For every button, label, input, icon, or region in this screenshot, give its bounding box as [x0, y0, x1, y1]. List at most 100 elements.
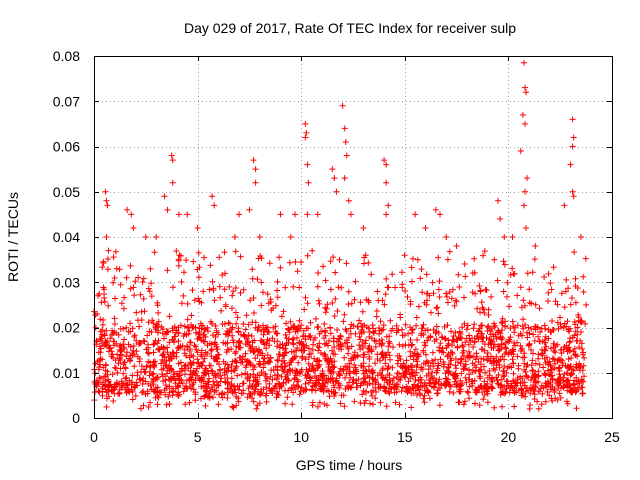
roti-point: [184, 211, 191, 218]
roti-point: [520, 59, 527, 66]
roti-point: [153, 234, 160, 240]
chart-title: Day 029 of 2017, Rate Of TEC Index for r…: [184, 20, 516, 36]
roti-point: [523, 89, 530, 96]
ticks-layer: [94, 56, 613, 419]
roti-point: [570, 134, 577, 141]
roti-point: [252, 179, 259, 186]
roti-point: [517, 148, 524, 155]
roti-point: [345, 197, 352, 204]
roti-point: [385, 202, 392, 209]
roti-point: [497, 215, 504, 222]
roti-points-cluster: [91, 247, 589, 412]
x-tick-label: 5: [194, 429, 202, 445]
roti-point: [567, 161, 574, 168]
grid-layer: [94, 56, 612, 418]
roti-point: [501, 234, 508, 240]
roti-point: [341, 175, 348, 182]
x-tick-label: 20: [501, 429, 517, 445]
x-tick-label: 10: [293, 429, 309, 445]
roti-point: [569, 143, 576, 150]
roti-point: [569, 116, 576, 123]
roti-point: [103, 197, 110, 204]
roti-point: [343, 152, 350, 159]
roti-point: [333, 188, 340, 195]
roti-point: [277, 211, 284, 218]
roti-point: [250, 157, 257, 164]
roti-point: [287, 234, 294, 240]
roti-point: [360, 224, 367, 231]
roti-point: [302, 134, 309, 141]
y-tick-label: 0.01: [53, 365, 80, 381]
roti-point: [383, 179, 390, 186]
roti-point: [124, 206, 131, 213]
roti-point: [383, 211, 390, 218]
y-tick-label: 0.08: [53, 48, 80, 64]
roti-point: [331, 175, 338, 182]
labels-layer: 0 5 10 15 20 25 0 0.01 0.02 0.03 0.04 0.05 0.06 0.07 0…: [53, 48, 620, 445]
roti-point: [341, 125, 348, 132]
roti-point: [583, 301, 590, 308]
y-tick-label: 0.07: [53, 93, 80, 109]
roti-point: [342, 138, 349, 145]
roti-point: [130, 224, 137, 231]
roti-point: [412, 211, 419, 218]
roti-point: [302, 120, 309, 127]
y-tick-label: 0.06: [53, 139, 80, 155]
roti-point: [169, 179, 176, 186]
roti-point: [128, 211, 135, 218]
roti-point: [231, 234, 238, 240]
x-tick-label: 0: [90, 429, 98, 445]
roti-point: [211, 202, 218, 209]
roti-point: [291, 211, 298, 218]
roti-point: [520, 202, 527, 209]
y-tick-label: 0: [72, 410, 80, 426]
x-tick-label: 15: [397, 429, 413, 445]
roti-point: [236, 211, 243, 218]
roti-point: [168, 152, 175, 159]
roti-point: [256, 234, 263, 240]
roti-point: [339, 102, 346, 109]
roti-point: [246, 206, 253, 213]
roti-point: [347, 211, 354, 218]
roti-point: [443, 234, 450, 240]
roti-point: [432, 206, 439, 213]
roti-point: [561, 202, 568, 209]
roti-point: [209, 193, 216, 200]
roti-point: [113, 265, 120, 272]
roti-point: [102, 188, 109, 195]
roti-point: [570, 193, 577, 200]
roti-point: [577, 234, 584, 240]
y-tick-label: 0.02: [53, 320, 80, 336]
roti-point: [523, 224, 530, 231]
roti-point: [521, 84, 528, 91]
y-tick-label: 0.05: [53, 184, 80, 200]
roti-point: [103, 234, 110, 240]
roti-point: [521, 188, 528, 195]
roti-point: [314, 211, 321, 218]
roti-point: [303, 129, 310, 136]
roti-point: [304, 211, 311, 218]
roti-point: [495, 197, 502, 204]
roti-point: [94, 310, 101, 317]
y-axis-label: ROTI / TECUs: [5, 192, 21, 282]
roti-point: [519, 111, 526, 118]
roti-point: [142, 234, 149, 240]
roti-point: [524, 175, 531, 182]
y-tick-label: 0.03: [53, 274, 80, 290]
roti-point: [509, 234, 516, 240]
roti-point: [175, 211, 182, 218]
points-layer: [91, 59, 590, 412]
roti-point: [169, 157, 176, 164]
roti-point: [521, 120, 528, 127]
roti-point: [383, 161, 390, 168]
roti-point: [252, 166, 259, 173]
roti-point: [194, 224, 201, 231]
roti-point: [532, 243, 539, 250]
roti-point: [105, 247, 112, 254]
roti-point: [305, 179, 312, 186]
x-tick-label: 25: [604, 429, 620, 445]
roti-point: [329, 166, 336, 173]
roti-point: [304, 161, 311, 168]
roti-point: [104, 202, 111, 209]
